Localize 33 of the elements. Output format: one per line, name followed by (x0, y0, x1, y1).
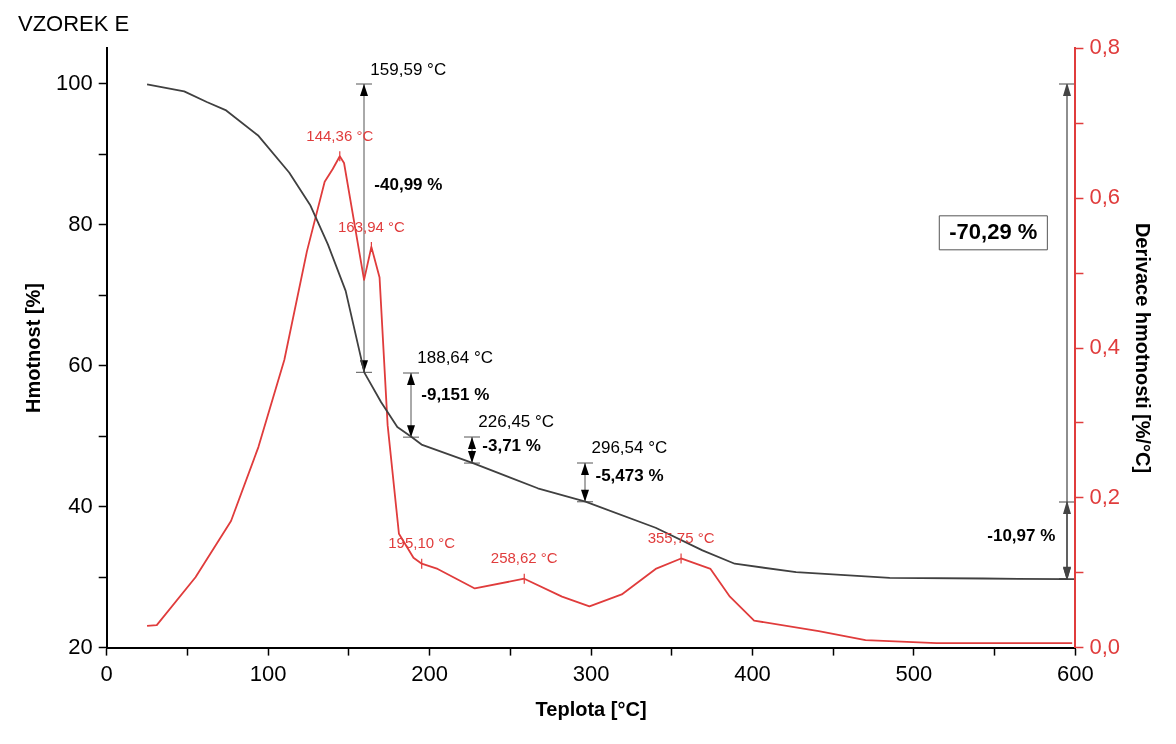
annotation: 144,36 °C (306, 126, 374, 144)
annotation: 188,64 °C (417, 347, 494, 367)
annotation: -40,99 % (374, 174, 443, 194)
annotation: 258,62 °C (490, 549, 558, 567)
y-tick-label: 40 (68, 492, 93, 518)
y-tick-label: 100 (55, 69, 93, 95)
annotation: -70,29 % (949, 218, 1038, 244)
y2-tick-label: 0,8 (1089, 34, 1121, 60)
y2-tick-label: 0,4 (1089, 334, 1121, 360)
y2-axis-title: Derivace hmotnosti [%/°C] (1132, 222, 1155, 474)
annotation: 296,54 °C (591, 438, 668, 458)
annotation: -9,151 % (421, 384, 490, 404)
x-tick-label: 100 (249, 660, 287, 686)
annotation: -10,97 % (987, 526, 1056, 546)
y2-tick-label: 0,0 (1089, 633, 1121, 659)
x-tick-label: 300 (572, 660, 610, 686)
y-tick-label: 20 (68, 633, 93, 659)
annotation: 226,45 °C (478, 412, 555, 432)
y-tick-label: 60 (68, 351, 93, 377)
annotation: 159,59 °C (370, 59, 447, 79)
x-tick-label: 500 (895, 660, 933, 686)
annotation: -5,473 % (595, 466, 664, 486)
annotation: -3,71 % (482, 435, 541, 455)
x-tick-label: 0 (100, 660, 113, 686)
y2-tick-label: 0,2 (1089, 483, 1121, 509)
x-axis-title: Teplota [°C] (535, 697, 647, 720)
y-axis-title: Hmotnost [%] (21, 283, 44, 413)
y2-tick-label: 0,6 (1089, 184, 1121, 210)
x-tick-label: 400 (734, 660, 771, 686)
y-tick-label: 80 (68, 210, 93, 236)
x-tick-label: 600 (1057, 660, 1094, 686)
x-tick-label: 200 (411, 660, 448, 686)
chart-title: VZOREK E (18, 11, 130, 37)
